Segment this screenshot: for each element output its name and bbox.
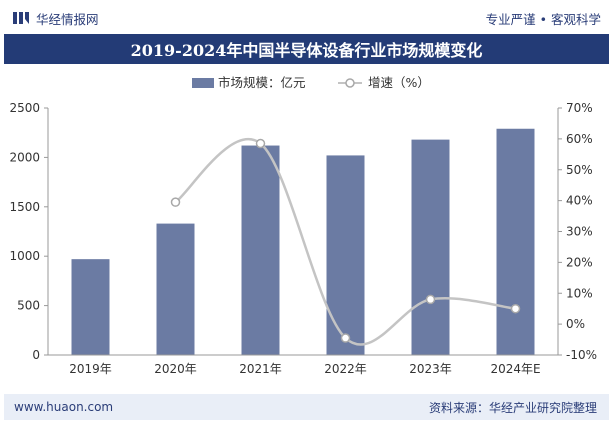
bar-2021年[interactable] xyxy=(241,145,280,355)
footer: www.huaon.com 资料来源：华经产业研究院整理 xyxy=(4,394,609,420)
growth-line-series xyxy=(170,138,521,346)
growth-point-2023年[interactable] xyxy=(425,294,436,305)
bar-2024年E[interactable] xyxy=(496,128,535,355)
right-tick-label: 20% xyxy=(566,255,593,269)
tagline: 专业严谨 • 客观科学 xyxy=(485,12,601,27)
legend-line-label: 增速（%） xyxy=(368,75,430,90)
brand-logo-icon xyxy=(13,12,29,24)
bar-2020年[interactable] xyxy=(156,223,195,355)
x-tick-label: 2020年 xyxy=(154,362,197,376)
left-tick-label: 2500 xyxy=(9,101,40,115)
left-tick-label: 1000 xyxy=(9,249,40,263)
x-tick-label: 2019年 xyxy=(69,362,112,376)
chart-title: 2019-2024年中国半导体设备行业市场规模变化 xyxy=(4,34,609,64)
right-tick-label: 60% xyxy=(566,132,593,146)
left-axis: 0 500 1000 1500 2000 2500 xyxy=(9,101,49,362)
right-tick-label: 10% xyxy=(566,286,593,300)
chart-legend: 市场规模：亿元 增速（%） xyxy=(192,75,430,90)
growth-line xyxy=(174,138,516,346)
bar-2019年[interactable] xyxy=(71,259,110,355)
x-tick-label: 2023年 xyxy=(409,362,452,376)
growth-point-2022年[interactable] xyxy=(340,333,351,343)
bar-series xyxy=(71,128,535,355)
brand[interactable]: 华经情报网 xyxy=(12,9,99,27)
x-tick-label: 2022年 xyxy=(324,362,367,376)
left-tick-label: 0 xyxy=(32,348,40,362)
right-tick-label: 0% xyxy=(566,317,585,331)
footer-url[interactable]: www.huaon.com xyxy=(14,400,114,414)
left-tick-label: 2000 xyxy=(9,150,40,164)
bar-2023年[interactable] xyxy=(411,139,450,355)
footer-source: 资料来源：华经产业研究院整理 xyxy=(428,400,597,415)
legend-line-marker xyxy=(345,78,355,88)
right-tick-label: 30% xyxy=(566,225,593,239)
x-axis: 2019年 2020年 2021年 2022年 2023年 2024年E xyxy=(48,354,558,376)
growth-point-2020年[interactable] xyxy=(170,197,181,207)
left-tick-label: 500 xyxy=(17,299,40,313)
x-tick-label: 2024年E xyxy=(490,362,540,376)
legend-bar-swatch xyxy=(192,78,214,88)
right-tick-label: -10% xyxy=(566,348,597,362)
chart: 市场规模：亿元 增速（%） 0 500 1000 1500 2000 2500 -10% 0… xyxy=(9,75,597,376)
right-tick-label: 70% xyxy=(566,101,593,115)
x-tick-label: 2021年 xyxy=(239,362,282,376)
legend-bar-label: 市场规模：亿元 xyxy=(218,75,306,90)
growth-point-2021年[interactable] xyxy=(255,138,266,149)
brand-name: 华经情报网 xyxy=(36,11,99,27)
right-tick-label: 50% xyxy=(566,163,593,177)
growth-point-2024年E[interactable] xyxy=(510,303,521,314)
left-tick-label: 1500 xyxy=(9,200,40,214)
top-header: 华经情报网 专业严谨 • 客观科学 xyxy=(0,0,613,34)
bar-2022年[interactable] xyxy=(326,155,365,355)
right-axis: -10% 0% 10% 20% 30% 40% 50% 60% 70% xyxy=(557,101,597,362)
right-tick-label: 40% xyxy=(566,194,593,208)
